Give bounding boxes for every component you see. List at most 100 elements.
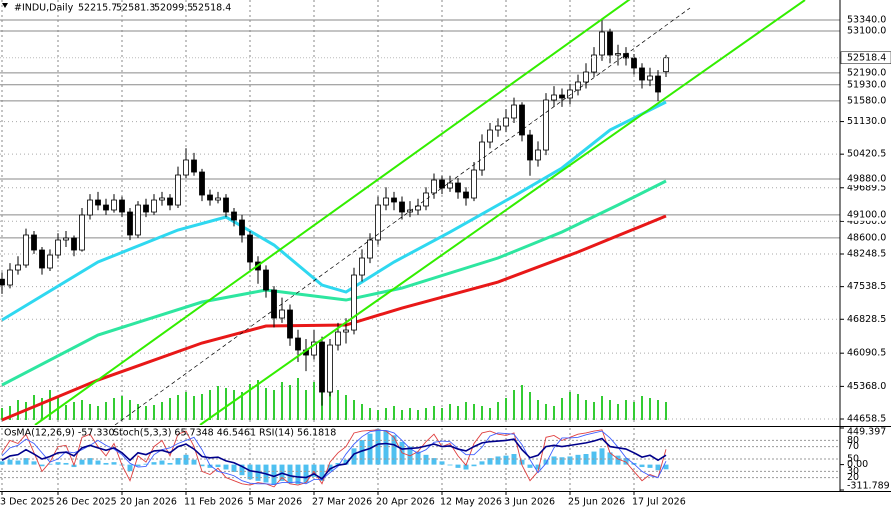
candle-body — [375, 204, 381, 241]
candle-body — [263, 269, 269, 291]
candle-body — [655, 75, 661, 93]
y-tick-label: 45368.0 — [847, 381, 886, 392]
volume-bar — [313, 382, 315, 420]
volume-bar — [129, 400, 131, 420]
osma-bar — [151, 462, 157, 465]
volume-bar — [217, 386, 219, 420]
candle-body — [79, 214, 85, 251]
volume-bar — [401, 410, 403, 420]
volume-bar — [137, 404, 139, 420]
main-panel — [0, 0, 840, 425]
header-open: 52215.7 — [78, 3, 117, 14]
volume-bar — [441, 408, 443, 420]
volume-bar — [145, 406, 147, 420]
candle-body — [0, 278, 5, 286]
osma-bar — [567, 456, 573, 465]
osma-bar — [183, 454, 189, 465]
level-label: 53340.0 — [847, 14, 886, 25]
y-tick-label: 46828.5 — [847, 314, 886, 325]
candle-body — [95, 199, 101, 206]
y-tick-label: 48248.5 — [847, 249, 886, 260]
candle-body — [295, 337, 301, 351]
osma-bar — [87, 458, 93, 465]
volume-bar — [17, 400, 19, 420]
x-tick-label: 27 Mar 2026 — [312, 497, 372, 508]
volume-bar — [417, 410, 419, 420]
candle-body — [535, 149, 541, 161]
osma-bar — [287, 464, 293, 484]
level-label-box — [841, 173, 891, 186]
candle-body — [431, 179, 437, 194]
volume-bar — [465, 402, 467, 420]
menu-icon — [2, 3, 8, 8]
candle-body — [47, 254, 53, 269]
level-label: 49880.0 — [847, 174, 886, 185]
volume-bar — [9, 406, 11, 420]
osma-bar — [615, 455, 621, 465]
volume-bar — [233, 390, 235, 420]
volume-bar — [169, 398, 171, 420]
x-tick-label: 25 Jun 2026 — [568, 497, 625, 508]
candle-body — [55, 239, 61, 256]
level-label-box — [841, 94, 891, 107]
indicator-panel — [0, 428, 840, 490]
volume-bar — [273, 390, 275, 420]
candle-body — [7, 269, 13, 286]
osma-bar — [23, 458, 29, 465]
volume-bar — [89, 404, 91, 420]
osma-bar — [47, 463, 53, 465]
y-tick-label: 50 — [847, 454, 859, 465]
level-label-box — [841, 78, 891, 91]
y-tick-label: 48960.0 — [847, 216, 886, 227]
oscillator-line — [1, 437, 667, 480]
volume-bar — [305, 390, 307, 420]
volume-bar — [393, 406, 395, 420]
level-label: 49100.0 — [847, 209, 886, 220]
osma-bar — [127, 464, 133, 472]
candle-body — [15, 264, 21, 271]
volume-bar — [633, 402, 635, 420]
x-tick-label: 20 Jan 2026 — [120, 497, 177, 508]
osma-bar — [527, 464, 533, 468]
candle-body — [215, 197, 221, 201]
trend-line — [199, 0, 806, 425]
volume-bar — [105, 402, 107, 420]
osma-bar — [191, 459, 197, 465]
candle-body — [111, 199, 117, 211]
volume-bar — [489, 408, 491, 420]
candle-body — [135, 204, 141, 236]
candle-body — [319, 341, 325, 393]
osma-bar — [223, 464, 229, 470]
y-tick-label: 47538.5 — [847, 281, 886, 292]
y-tick-label: 50420.5 — [847, 149, 886, 160]
candle-body — [143, 204, 149, 213]
osma-bar — [111, 462, 117, 465]
channel-midline — [114, 7, 691, 425]
candle-body — [519, 104, 525, 136]
channel — [34, 0, 806, 425]
osma-bar — [391, 435, 397, 465]
candle-body — [71, 237, 77, 251]
osma-bar — [135, 464, 141, 467]
osma-bar — [295, 464, 301, 485]
osma-bar — [335, 462, 341, 465]
candle-body — [471, 169, 477, 199]
volume-bar — [553, 406, 555, 420]
volume-bar — [609, 400, 611, 420]
candle-body — [207, 194, 213, 201]
osma-bar — [551, 456, 557, 465]
candle-body — [327, 344, 333, 393]
y-tick-label: 51130.0 — [847, 116, 886, 127]
osma-bar — [175, 458, 181, 465]
candle-body — [119, 199, 125, 213]
osma-bar — [455, 464, 461, 468]
x-tick-label: 26 Dec 2025 — [56, 497, 117, 508]
volume-bar — [153, 405, 155, 420]
volume-bar — [369, 408, 371, 420]
x-tick-label: 17 Jul 2026 — [632, 497, 686, 508]
oscillator-line — [1, 429, 667, 488]
osma-bar — [55, 462, 61, 465]
volume-bar — [329, 380, 331, 420]
candle-body — [663, 57, 669, 73]
candle-body — [151, 199, 157, 213]
